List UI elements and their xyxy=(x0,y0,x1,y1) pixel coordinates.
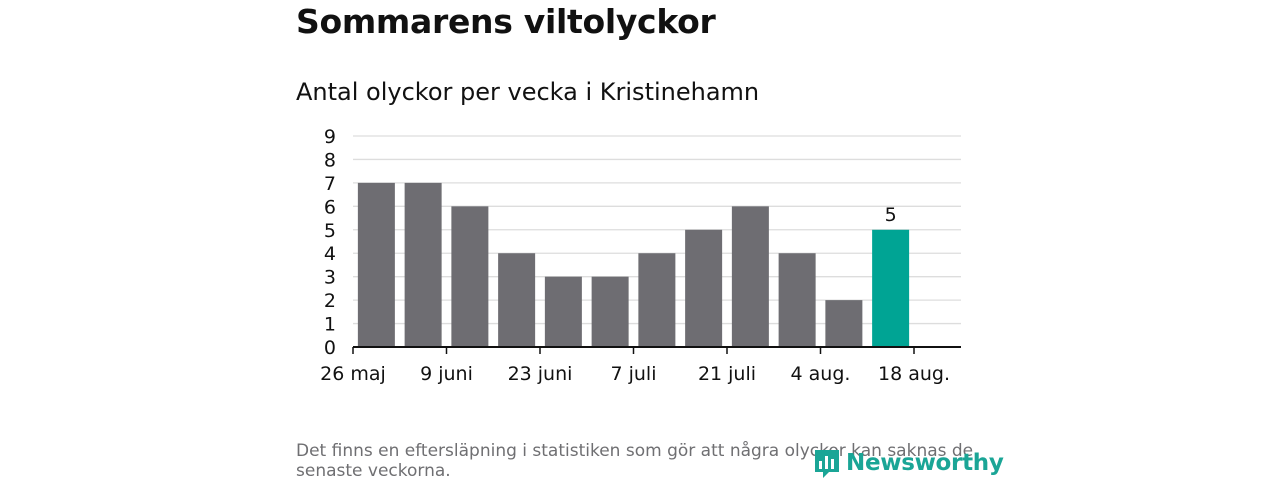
newsworthy-logo: Newsworthy xyxy=(814,448,1004,478)
y-tick-label: 5 xyxy=(324,220,336,242)
bar xyxy=(685,229,723,347)
y-tick-label: 8 xyxy=(324,149,336,171)
bar xyxy=(872,229,910,347)
y-tick-label: 9 xyxy=(324,126,336,148)
bar xyxy=(825,300,863,347)
bar xyxy=(731,206,769,347)
x-tick-label: 7 juli xyxy=(610,363,656,385)
chart-title: Sommarens viltolyckor xyxy=(296,2,716,41)
footnote: Det finns en eftersläpning i statistiken… xyxy=(296,441,974,481)
y-tick-label: 0 xyxy=(324,337,336,359)
bar xyxy=(357,182,395,347)
x-tick-label: 26 maj xyxy=(320,363,386,385)
bar xyxy=(638,253,676,347)
x-tick-label: 18 aug. xyxy=(878,363,950,385)
chart-card: Sommarens viltolyckor Antal olyckor per … xyxy=(296,0,1004,481)
bar xyxy=(591,276,629,347)
y-tick-label: 1 xyxy=(324,314,336,336)
bar xyxy=(451,206,489,347)
x-tick-label: 9 juni xyxy=(420,363,473,385)
y-tick-label: 6 xyxy=(324,196,336,218)
bar xyxy=(544,276,582,347)
x-tick-label: 23 juni xyxy=(508,363,573,385)
y-tick-label: 7 xyxy=(324,173,336,195)
x-tick-label: 21 juli xyxy=(698,363,756,385)
bar xyxy=(778,253,816,347)
chart-subtitle: Antal olyckor per vecka i Kristinehamn xyxy=(296,78,760,106)
data-label: 5 xyxy=(885,204,897,226)
logo-text: Newsworthy xyxy=(846,450,1004,476)
x-tick-label: 4 aug. xyxy=(791,363,851,385)
bar xyxy=(498,253,536,347)
y-tick-label: 2 xyxy=(324,290,336,312)
y-tick-label: 3 xyxy=(324,267,336,289)
bar-chart-flag-icon xyxy=(815,450,839,478)
bar xyxy=(404,182,442,347)
y-tick-label: 4 xyxy=(324,243,336,265)
